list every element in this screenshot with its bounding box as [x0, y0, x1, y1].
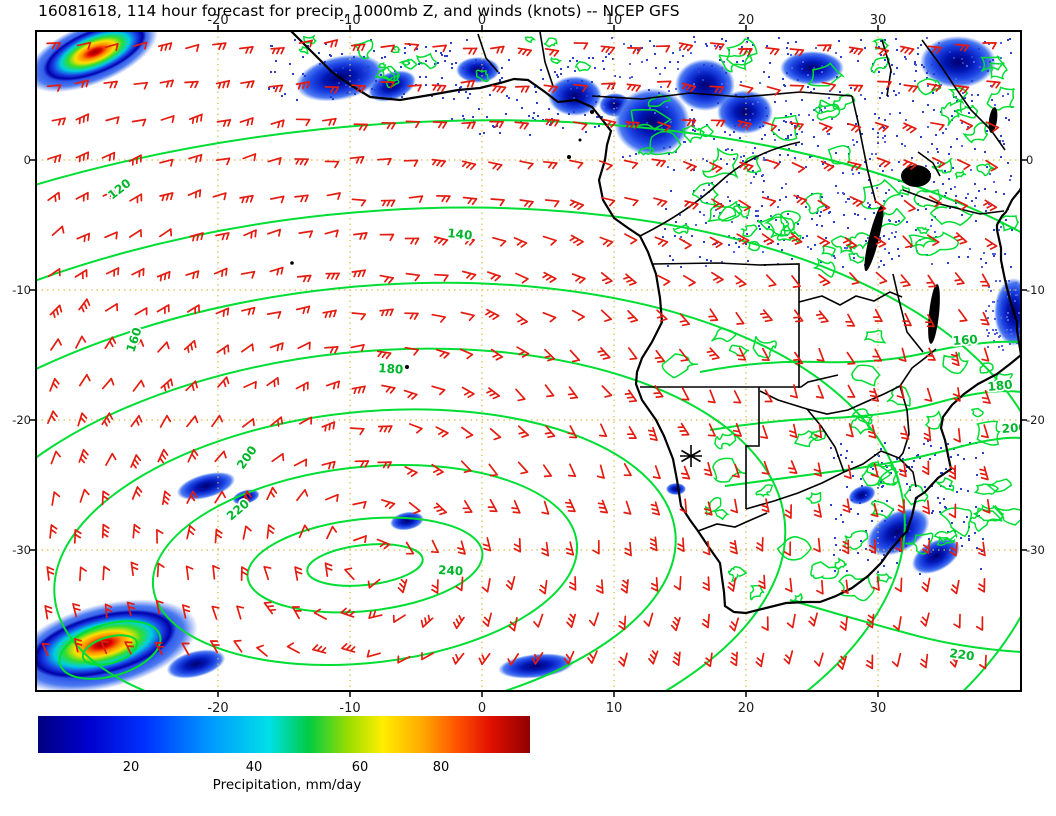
lat-label-right: -20: [1026, 413, 1045, 427]
contour-label-160b: 160: [952, 332, 978, 348]
colorbar-tick-80: 80: [433, 760, 450, 775]
wind-barbs-layer: [41, 39, 1001, 670]
country-borders: [477, 31, 1006, 532]
contour-label-120: 120: [105, 176, 133, 202]
lat-label-left: -30: [12, 543, 31, 557]
lon-label-bottom: 0: [478, 701, 486, 716]
contour-label-240: 240: [438, 563, 464, 578]
lon-label-bottom: 10: [606, 701, 623, 716]
colorbar-caption: Precipitation, mm/day: [213, 777, 362, 793]
height-contours: [36, 119, 1021, 691]
colorbar-tick-40: 40: [246, 760, 263, 775]
colorbar-tick-60: 60: [352, 760, 369, 775]
contour-ring-200: [53, 408, 677, 691]
lon-label-top: 20: [738, 13, 755, 28]
precip-blob: [614, 88, 690, 156]
plot-title: 16081618, 114 hour forecast for precip, …: [38, 2, 680, 20]
contour-ring: [306, 543, 424, 587]
lat-label-right: -10: [1026, 283, 1045, 297]
lat-label-right: 0: [1026, 153, 1033, 167]
contour-label-180b: 180: [987, 377, 1013, 394]
lon-label-bottom: -10: [339, 701, 360, 716]
contour-ring-120: [36, 119, 1021, 691]
precip-blob: [166, 649, 226, 679]
lat-label-right: -30: [1026, 543, 1045, 557]
contour-storm: [58, 620, 162, 680]
contour-label-180: 180: [378, 361, 404, 377]
lon-label-top: -20: [207, 13, 228, 28]
lake-victoria: [901, 165, 931, 187]
lon-label-bottom: -20: [207, 701, 228, 716]
lake-malawi: [928, 284, 940, 344]
lon-label-bottom: 30: [870, 701, 887, 716]
axis-ticks: [30, 25, 1027, 697]
contour-land-220: [789, 599, 1021, 653]
contour-ring-220: [151, 464, 579, 666]
lat-label-left: -20: [12, 413, 31, 427]
colorbar: 20 40 60 80 Precipitation, mm/day: [38, 716, 530, 793]
island-sao-tome: [567, 155, 571, 159]
lake-tanganyika: [864, 204, 884, 272]
lon-label-top: -10: [339, 13, 360, 28]
axis-labels: -20 -10 0 10 20 30 -20 -10 0 10 20 30 0 …: [12, 13, 1045, 716]
precip-heavy-cell-nw: [43, 31, 147, 81]
island-bioko: [590, 110, 594, 114]
precip-blob: [675, 59, 735, 111]
contour-label-140: 140: [447, 226, 473, 243]
coastline-africa: [289, 31, 1021, 615]
contour-label-200b: 200: [1001, 420, 1027, 436]
lon-label-top: 30: [870, 13, 887, 28]
precip-blob: [848, 485, 876, 505]
island-st-helena: [405, 365, 409, 369]
precip-blob: [390, 511, 424, 531]
colorbar-tick-20: 20: [123, 760, 140, 775]
island-ascension: [290, 261, 294, 265]
precip-blob: [920, 36, 996, 88]
contour-ring-240: [246, 516, 484, 614]
precip-blob: [911, 537, 961, 575]
contour-land-180: [709, 390, 1021, 431]
contour-ring-180: [36, 347, 787, 691]
colorbar-gradient: [38, 716, 530, 753]
lat-label-left: 0: [24, 153, 31, 167]
contour-label-200: 200: [234, 443, 260, 472]
land-contour-squiggles: [298, 34, 1021, 604]
geography-layer: [289, 31, 1021, 615]
precip-layer: [36, 31, 1021, 691]
contour-label-220b: 220: [949, 646, 976, 663]
contour-land-200: [724, 436, 1021, 487]
island-principe: [578, 138, 582, 142]
precip-blob: [780, 51, 844, 85]
lon-label-top: 10: [606, 13, 623, 28]
lat-label-left: -10: [12, 283, 31, 297]
station-marker-icon: [680, 445, 702, 467]
map-frame: [35, 30, 1022, 692]
contour-storm: [81, 634, 139, 666]
precip-blob: [666, 483, 686, 495]
contour-ring-140: [36, 206, 1021, 691]
precip-blob: [176, 472, 236, 500]
lon-label-bottom: 20: [738, 701, 755, 716]
lon-label-top: 0: [478, 13, 486, 28]
contour-land-160: [699, 340, 1021, 373]
